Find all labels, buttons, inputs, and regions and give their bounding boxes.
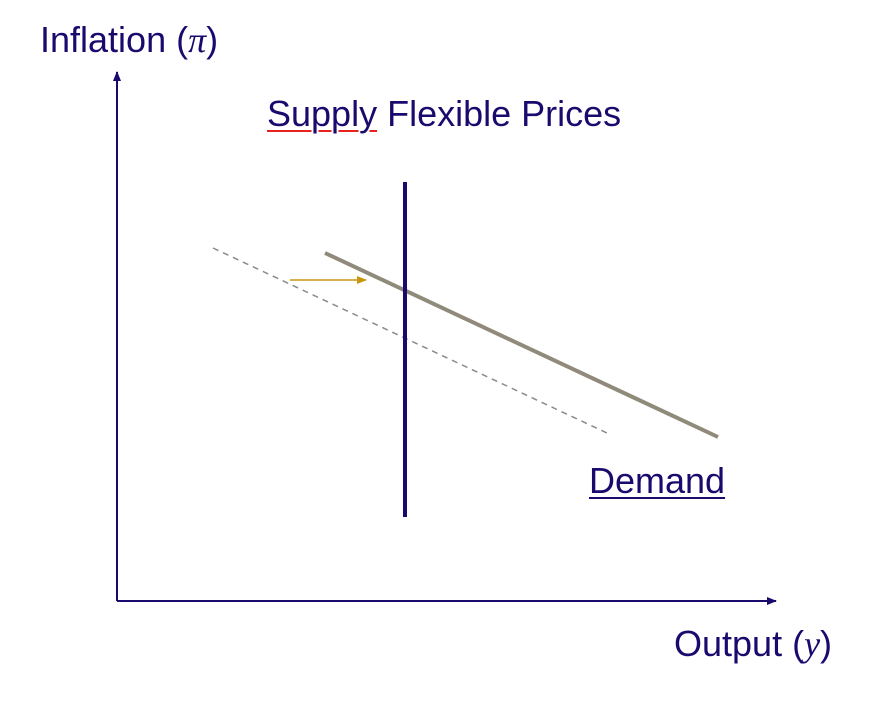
y-axis-label-close: ) <box>206 19 219 60</box>
y-symbol: y <box>804 624 821 664</box>
x-axis-label-text: Output ( <box>674 623 805 664</box>
x-axis-label-close: ) <box>820 623 833 664</box>
pi-symbol: π <box>188 20 207 60</box>
demand-line <box>324 251 719 439</box>
supply-word: Supply <box>267 93 378 134</box>
x-axis-label: Output (y) <box>674 623 833 664</box>
supply-label: Supply Flexible Prices <box>267 96 621 132</box>
old-demand-line <box>212 247 608 434</box>
y-axis-label: Inflation (π) <box>40 19 219 60</box>
supply-rest: Flexible Prices <box>377 93 622 134</box>
demand-label: Demand <box>589 460 726 501</box>
y-axis-label-text: Inflation ( <box>40 19 189 60</box>
